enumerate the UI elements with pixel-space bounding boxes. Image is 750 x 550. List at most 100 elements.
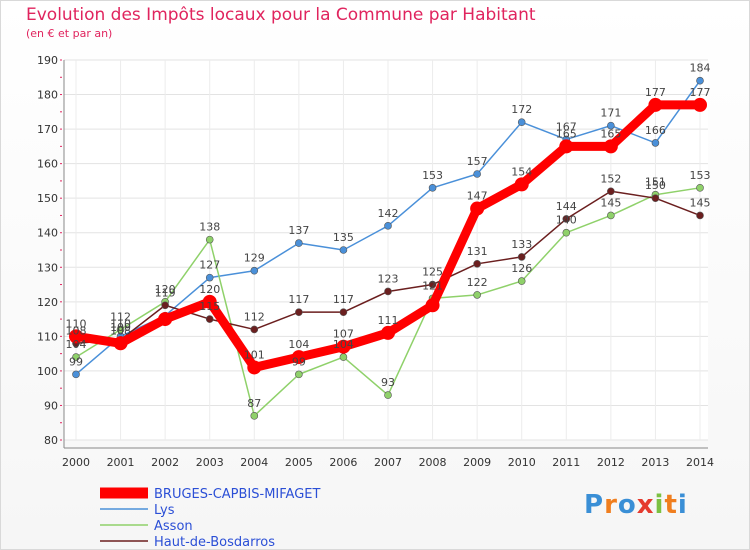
- data-point-lys: [428, 184, 437, 192]
- x-tick-label-2011: 2011: [552, 456, 580, 469]
- data-point-lys: [473, 170, 481, 178]
- data-label: 131: [467, 245, 488, 258]
- x-tick-label-2006: 2006: [329, 456, 357, 469]
- chart-title: Evolution des Impôts locaux pour la Comm…: [26, 5, 536, 25]
- y-tick-label-130: 130: [37, 261, 58, 274]
- data-point-haut-de-bosdarros: [607, 187, 615, 196]
- data-point-bruges-capbis-mifaget: [247, 360, 262, 375]
- data-label: 104: [333, 338, 354, 351]
- data-point-lys: [205, 273, 214, 282]
- data-label: 120: [155, 283, 176, 296]
- y-tick-label-90: 90: [44, 399, 58, 412]
- data-label: 87: [247, 397, 261, 410]
- x-tick-label-2012: 2012: [597, 456, 625, 469]
- data-label: 112: [244, 310, 265, 323]
- data-label: 112: [110, 310, 131, 323]
- data-point-haut-de-bosdarros: [250, 325, 259, 334]
- x-tick-label-2002: 2002: [151, 456, 179, 469]
- data-label: 152: [600, 172, 621, 185]
- y-tick-label-180: 180: [37, 89, 58, 102]
- data-point-asson: [473, 291, 481, 299]
- data-point-bruges-capbis-mifaget: [693, 97, 707, 112]
- data-point-asson: [339, 353, 348, 361]
- data-point-asson: [696, 184, 704, 192]
- data-label: 145: [690, 196, 711, 209]
- data-label: 144: [556, 200, 577, 213]
- data-label: 109: [110, 321, 131, 334]
- data-label: 140: [556, 214, 577, 227]
- logo-letter: i: [654, 490, 665, 520]
- data-point-bruges-capbis-mifaget: [381, 325, 395, 340]
- legend-label-haut-de-bosdarros: Haut-de-Bosdarros: [154, 535, 275, 550]
- data-point-bruges-capbis-mifaget: [336, 339, 351, 354]
- data-point-bruges-capbis-mifaget: [158, 312, 173, 327]
- data-point-asson: [295, 370, 303, 379]
- data-label: 104: [66, 338, 87, 351]
- data-label: 151: [645, 176, 666, 189]
- data-point-bruges-capbis-mifaget: [470, 201, 485, 216]
- data-label: 115: [199, 300, 220, 313]
- data-point-asson: [517, 277, 526, 285]
- data-point-haut-de-bosdarros: [517, 253, 526, 261]
- data-label: 104: [288, 338, 309, 351]
- data-label: 121: [422, 279, 443, 292]
- y-tick-label-160: 160: [37, 158, 58, 171]
- data-label: 171: [600, 107, 621, 120]
- data-label: 99: [292, 355, 306, 368]
- data-point-asson: [205, 235, 214, 244]
- data-label: 120: [199, 283, 220, 296]
- y-tick-label-150: 150: [37, 192, 58, 205]
- logo-letter: P: [584, 490, 605, 520]
- data-point-asson: [562, 228, 571, 237]
- y-tick-label-190: 190: [37, 54, 58, 67]
- data-label: 133: [511, 238, 532, 251]
- data-label: 117: [333, 293, 354, 306]
- data-point-haut-de-bosdarros: [384, 287, 392, 296]
- legend-label-bruges-capbis-mifaget: BRUGES-CAPBIS-MIFAGET: [154, 487, 320, 502]
- data-point-bruges-capbis-mifaget: [514, 177, 529, 192]
- data-label: 101: [244, 348, 265, 361]
- data-label: 119: [155, 286, 176, 299]
- y-tick-label-120: 120: [37, 296, 58, 309]
- data-point-bruges-capbis-mifaget: [69, 329, 83, 344]
- x-tick-label-2008: 2008: [419, 456, 447, 469]
- data-label: 153: [422, 169, 443, 182]
- logo-letter: i: [677, 490, 688, 520]
- data-point-lys: [72, 370, 80, 379]
- data-point-haut-de-bosdarros: [205, 315, 214, 323]
- data-label: 177: [690, 86, 711, 99]
- data-point-haut-de-bosdarros: [696, 211, 704, 220]
- data-label: 138: [199, 221, 220, 234]
- logo-letter: t: [664, 490, 678, 520]
- data-label: 157: [467, 155, 488, 168]
- data-label: 117: [288, 293, 309, 306]
- data-label: 111: [378, 314, 399, 327]
- data-label: 142: [378, 207, 399, 220]
- logo-letter: o: [617, 490, 637, 520]
- plot-area: [64, 60, 708, 440]
- x-tick-label-2004: 2004: [240, 456, 268, 469]
- data-point-asson: [384, 391, 392, 399]
- data-label: 129: [244, 252, 265, 265]
- data-label: 93: [381, 376, 395, 389]
- data-point-haut-de-bosdarros: [339, 308, 348, 316]
- y-tick-label-80: 80: [44, 434, 58, 447]
- data-label: 137: [288, 224, 309, 237]
- data-label: 145: [600, 196, 621, 209]
- data-label: 167: [556, 120, 577, 133]
- data-point-bruges-capbis-mifaget: [113, 336, 128, 351]
- y-tick-label-100: 100: [37, 365, 58, 378]
- data-label: 110: [66, 317, 87, 330]
- data-point-asson: [250, 412, 259, 420]
- data-point-lys: [607, 121, 615, 130]
- data-point-bruges-capbis-mifaget: [202, 294, 217, 309]
- chart-subtitle: (en € et par an): [26, 27, 113, 40]
- data-point-lys: [250, 266, 259, 275]
- x-tick-label-2005: 2005: [285, 456, 313, 469]
- data-point-haut-de-bosdarros: [651, 194, 660, 202]
- y-tick-label-140: 140: [37, 227, 58, 240]
- x-tick-label-2003: 2003: [196, 456, 224, 469]
- data-label: 126: [511, 262, 532, 275]
- x-tick-label-2014: 2014: [686, 456, 714, 469]
- data-point-bruges-capbis-mifaget: [291, 350, 306, 365]
